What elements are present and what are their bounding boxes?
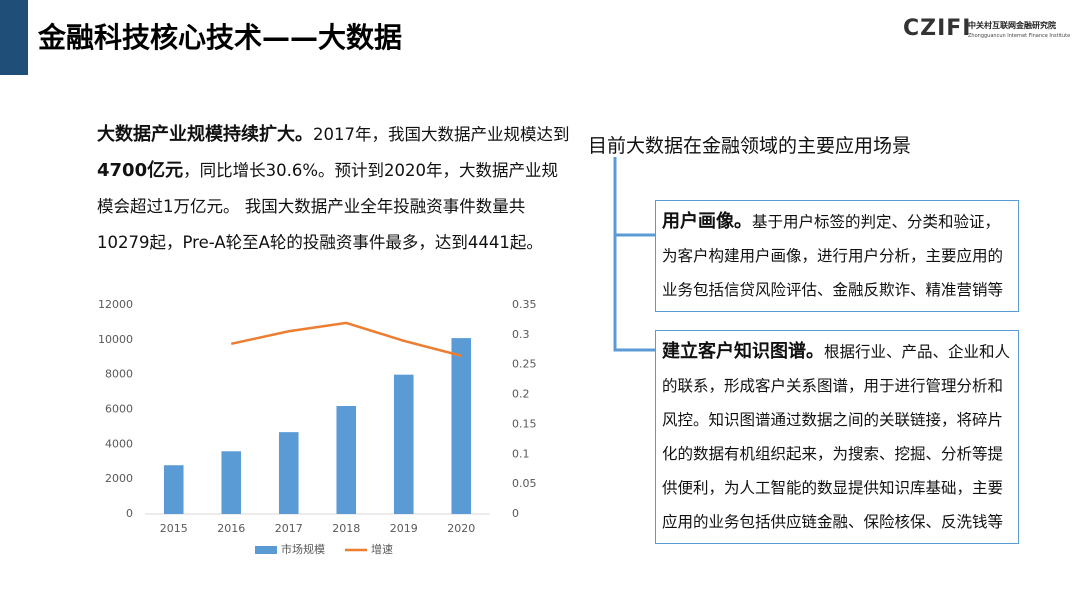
bar (393, 374, 414, 514)
slide-title: 金融科技核心技术——大数据 (38, 21, 403, 54)
bar (451, 338, 472, 514)
legend-swatch (255, 546, 277, 554)
y-tick-label: 4000 (105, 437, 133, 450)
intro-bold: 4700亿元 (97, 160, 184, 181)
x-tick-label: 2016 (217, 522, 245, 535)
x-tick-label: 2015 (160, 522, 188, 535)
y2-tick-label: 0.15 (512, 417, 537, 430)
y-tick-label: 10000 (98, 333, 133, 346)
item-heading: 用户画像。 (662, 211, 752, 232)
y-tick-label: 2000 (105, 472, 133, 485)
legend-label: 增速 (371, 542, 393, 556)
x-tick-label: 2020 (447, 522, 475, 535)
intro-paragraph: 大数据产业规模持续扩大。2017年，我国大数据产业规模达到 4700亿元，同比增长… (97, 117, 572, 261)
y-tick-label: 6000 (105, 403, 133, 416)
x-tick-label: 2017 (275, 522, 303, 535)
item-heading: 建立客户知识图谱。 (662, 341, 824, 362)
line (230, 321, 462, 357)
bar (221, 451, 242, 514)
x-tick-label: 2018 (332, 522, 360, 535)
item-text: 基于用户标签的判定、分类和验证，为客户构建用户画像，进行用户分析，主要应用的业务… (662, 213, 1004, 299)
intro-text: ，同比增长30.6%。预计到2020年，大数据产业规模会超过1万亿元。 我国大数… (97, 161, 559, 252)
y2-tick-label: 0.3 (512, 328, 530, 341)
institute-name-en: Zhongguancun Internet Finance Institute (968, 33, 1071, 39)
panel-title: 目前大数据在金融领域的主要应用场景 (588, 135, 912, 157)
logo: CZIFI (903, 16, 972, 41)
y2-tick-label: 0.1 (512, 447, 530, 460)
y2-tick-label: 0 (512, 507, 519, 520)
y2-tick-label: 0.35 (512, 298, 537, 311)
intro-text: 2017年，我国大数据产业规模达到 (313, 125, 570, 144)
y-tick-label: 0 (126, 507, 133, 520)
y-tick-label: 12000 (98, 298, 133, 311)
title-accent (0, 0, 28, 75)
legend-label: 市场规模 (281, 542, 325, 556)
x-tick-label: 2019 (390, 522, 418, 535)
y2-tick-label: 0.25 (512, 358, 537, 371)
panel-item: 用户画像。基于用户标签的判定、分类和验证，为客户构建用户画像，进行用户分析，主要… (655, 200, 1019, 312)
institute-name: 中关村互联网金融研究院 (968, 21, 1056, 30)
bar (278, 432, 299, 514)
panel-item: 建立客户知识图谱。根据行业、产品、企业和人的联系，形成客户关系图谱，用于进行管理… (655, 330, 1019, 544)
item-text: 根据行业、产品、企业和人的联系，形成客户关系图谱，用于进行管理分析和风控。知识图… (662, 343, 1011, 531)
intro-bold: 大数据产业规模持续扩大。 (97, 124, 313, 145)
y2-tick-label: 0.2 (512, 388, 530, 401)
y-tick-label: 8000 (105, 368, 133, 381)
bar (336, 406, 357, 514)
connector (613, 157, 655, 352)
bar (163, 465, 184, 514)
y2-tick-label: 0.05 (512, 477, 537, 490)
